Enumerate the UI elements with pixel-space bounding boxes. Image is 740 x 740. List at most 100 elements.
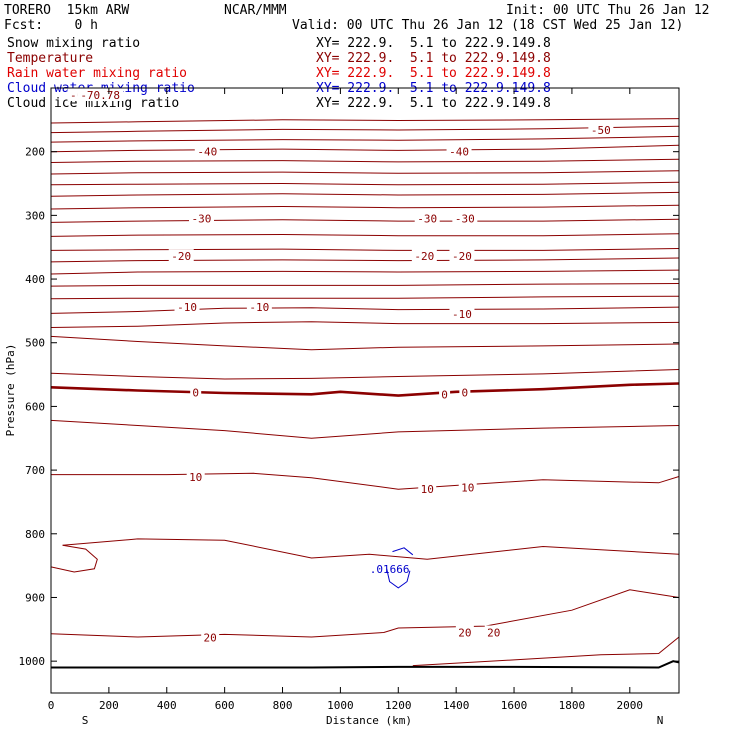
temperature-contour bbox=[50, 283, 680, 287]
contour-label-bg bbox=[190, 385, 202, 399]
y-tick-label: 1000 bbox=[19, 655, 46, 668]
temperature-contour-label: 0 bbox=[441, 388, 448, 401]
plot-frame bbox=[50, 87, 680, 694]
x-end-label-left: S bbox=[82, 714, 89, 727]
temperature-contour bbox=[50, 544, 98, 573]
valid-time: Valid: 00 UTC Thu 26 Jan 12 (18 CST Wed … bbox=[292, 18, 684, 33]
contour-label-bg bbox=[452, 211, 478, 225]
temperature-contour-label: -40 bbox=[197, 146, 217, 159]
field-temperature-xy: XY= 222.9. 5.1 to 222.9.149.8 bbox=[316, 51, 551, 66]
contour-label-bg bbox=[439, 387, 451, 401]
contour-label-bg bbox=[174, 300, 200, 314]
y-axis-label: Pressure (hPa) bbox=[4, 344, 17, 437]
temperature-contour bbox=[50, 335, 680, 351]
axes: 0 200 400 600 800 1000 1200 1400 1600 1800 2000200… bbox=[19, 88, 679, 712]
contour-label-bg bbox=[458, 480, 477, 494]
temperature-contour bbox=[50, 135, 680, 143]
temperature-contour bbox=[50, 191, 680, 197]
temperature-contour bbox=[50, 218, 680, 223]
ground-surface bbox=[51, 660, 680, 669]
x-tick-label: 1600 bbox=[501, 699, 528, 712]
y-tick-label: 200 bbox=[25, 146, 45, 159]
y-tick-label: 700 bbox=[25, 464, 45, 477]
contour-label-bg bbox=[455, 625, 474, 639]
temperature-contour bbox=[50, 589, 680, 638]
ground-line bbox=[51, 660, 680, 669]
temperature-contour-label: 0 bbox=[462, 386, 469, 399]
temperature-contour-label: 10 bbox=[461, 481, 474, 494]
temperature-contour bbox=[50, 269, 680, 275]
temperature-contour-label: -20 bbox=[452, 250, 472, 263]
x-tick-label: 400 bbox=[157, 699, 177, 712]
temperature-contour-label: 10 bbox=[189, 471, 202, 484]
x-end-label-right: N bbox=[657, 714, 664, 727]
temperature-contour-label: -30 bbox=[192, 213, 212, 226]
field-snow-xy: XY= 222.9. 5.1 to 222.9.149.8 bbox=[316, 36, 551, 51]
temperature-contour bbox=[50, 125, 680, 134]
temperature-contour bbox=[62, 538, 680, 560]
temperature-contour bbox=[50, 118, 680, 124]
contour-label-bg bbox=[418, 482, 437, 496]
contour-label-bg bbox=[188, 211, 214, 225]
temperature-contour bbox=[50, 204, 680, 210]
temperature-contour bbox=[50, 382, 680, 397]
temperature-contour bbox=[50, 257, 680, 263]
contour-label-bg bbox=[201, 630, 220, 644]
x-tick-label: 1400 bbox=[443, 699, 470, 712]
temperature-contour-label: -20 bbox=[171, 250, 191, 263]
field-temperature-name: Temperature bbox=[7, 51, 94, 66]
center-label: NCAR/MMM bbox=[224, 3, 287, 18]
contour-label-bg bbox=[186, 470, 205, 484]
field-snow-name: Snow mixing ratio bbox=[7, 36, 141, 51]
contour-label-bg bbox=[449, 249, 475, 263]
contour-label-bg bbox=[414, 211, 440, 225]
temperature-contour bbox=[50, 170, 680, 175]
temperature-contour bbox=[51, 472, 680, 490]
temperature-contour bbox=[50, 321, 680, 328]
forecast-hour: Fcst: 0 h bbox=[4, 18, 98, 33]
temperature-contour bbox=[50, 306, 680, 314]
contour-label-bg bbox=[449, 307, 475, 321]
cloud-water-label: .01666 bbox=[370, 563, 410, 576]
temperature-contour-label: 20 bbox=[458, 627, 471, 640]
cloud-water-contour-upper bbox=[392, 547, 414, 556]
contour-label-bg bbox=[588, 123, 614, 137]
temperature-contour bbox=[50, 369, 680, 380]
cloud-water-contour-lower bbox=[386, 568, 411, 589]
contour-label-bg bbox=[77, 88, 124, 102]
temperature-contour-label: 20 bbox=[204, 632, 217, 645]
temperature-contours bbox=[50, 118, 680, 667]
contour-label-bg bbox=[459, 385, 471, 399]
field-cloudice-xy: XY= 222.9. 5.1 to 222.9.149.8 bbox=[316, 96, 551, 111]
x-tick-label: 1200 bbox=[385, 699, 412, 712]
field-rain-xy: XY= 222.9. 5.1 to 222.9.149.8 bbox=[316, 66, 551, 81]
init-time: Init: 00 UTC Thu 26 Jan 12 bbox=[506, 3, 710, 18]
temperature-contour-label: -40 bbox=[449, 146, 469, 159]
temperature-contour-label: -30 bbox=[417, 213, 437, 226]
y-tick-label: 600 bbox=[25, 400, 45, 413]
x-tick-label: 2000 bbox=[617, 699, 644, 712]
temperature-contour-label: 10 bbox=[421, 483, 434, 496]
x-tick-label: 0 bbox=[48, 699, 55, 712]
temperature-contour bbox=[50, 233, 680, 237]
temperature-contour-label: -20 bbox=[414, 250, 434, 263]
x-tick-label: 200 bbox=[99, 699, 119, 712]
x-tick-label: 1800 bbox=[559, 699, 586, 712]
y-tick-label: 900 bbox=[25, 591, 45, 604]
x-tick-label: 600 bbox=[215, 699, 235, 712]
x-axis-label: Distance (km) bbox=[326, 714, 412, 727]
cloud-water-contour: .01666 bbox=[370, 547, 414, 589]
temperature-contour bbox=[50, 144, 680, 153]
field-rain-name: Rain water mixing ratio bbox=[7, 66, 188, 81]
y-tick-label: 800 bbox=[25, 528, 45, 541]
y-tick-label: 300 bbox=[25, 209, 45, 222]
temperature-contour bbox=[50, 295, 680, 300]
temperature-contour bbox=[50, 181, 680, 186]
temperature-contour-label: -10 bbox=[249, 301, 269, 314]
contour-label-bg bbox=[168, 249, 194, 263]
x-tick-label: 1000 bbox=[327, 699, 354, 712]
contour-label-bg bbox=[446, 144, 472, 158]
temperature-contour bbox=[50, 248, 680, 251]
y-tick-label: 400 bbox=[25, 273, 45, 286]
